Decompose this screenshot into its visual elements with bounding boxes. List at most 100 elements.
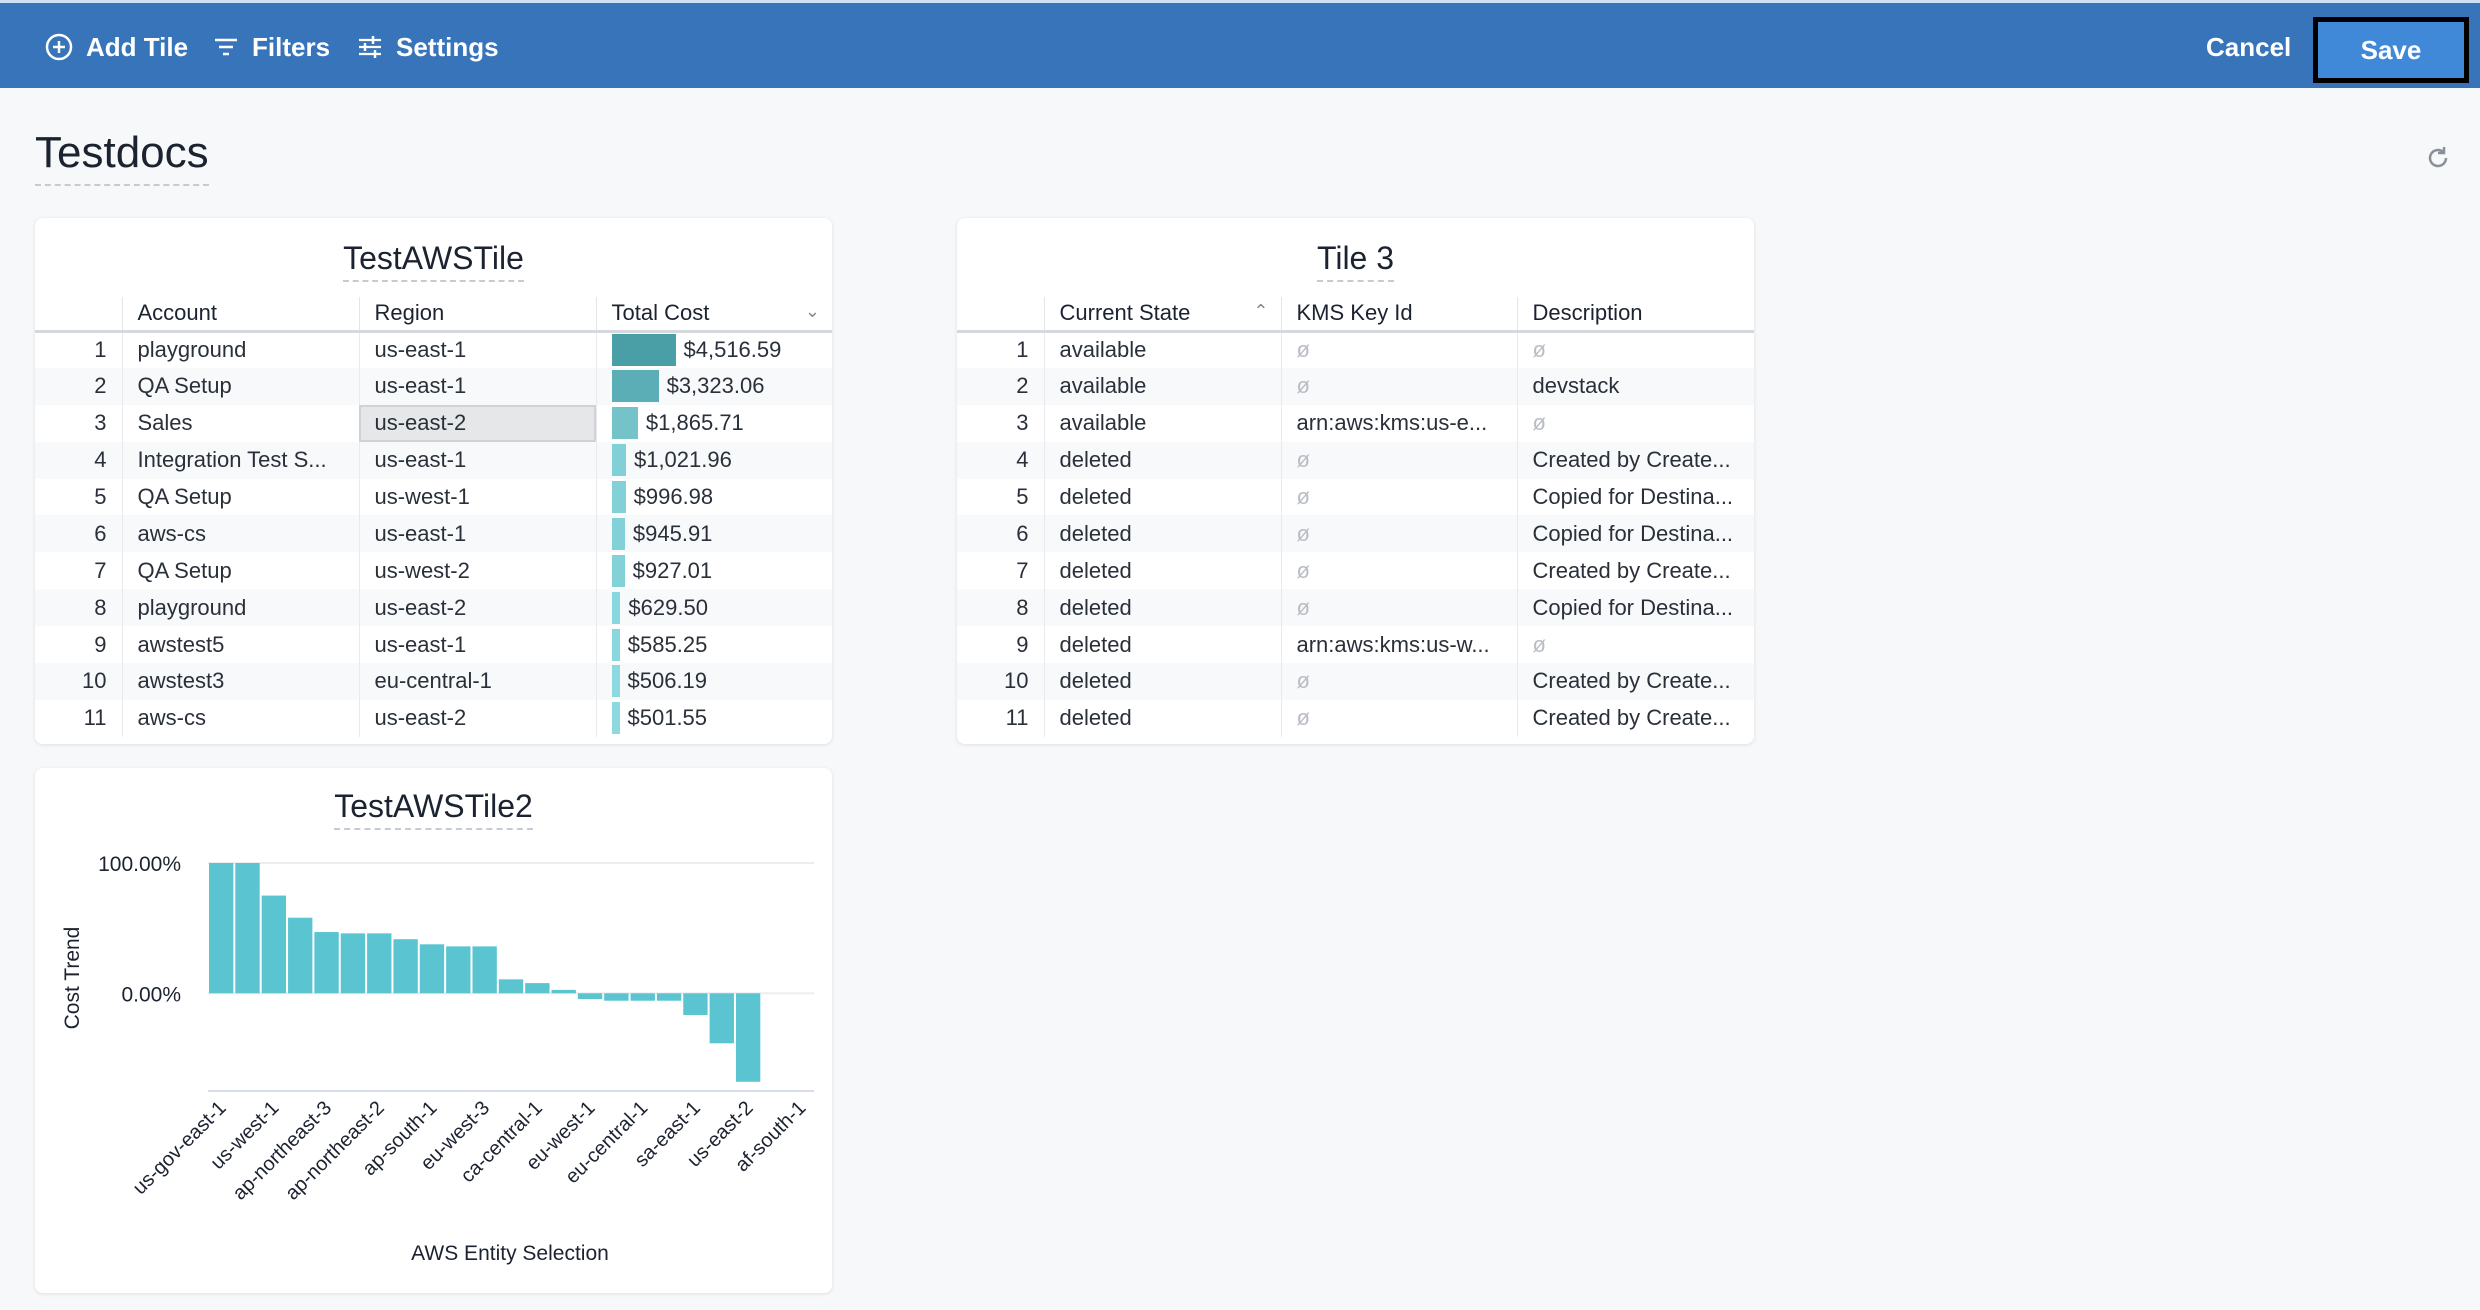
total-cost-cell[interactable]: $1,021.96 [596,442,832,479]
table-row[interactable]: 11 aws-cs us-east-2 $501.55 [35,700,832,737]
table-row[interactable]: 6 aws-cs us-east-1 $945.91 [35,515,832,552]
column-header-kms-key-id[interactable]: KMS Key Id [1281,297,1517,331]
filters-button[interactable]: Filters [212,3,330,91]
add-tile-button[interactable]: Add Tile [44,3,188,91]
total-cost-cell[interactable]: $501.55 [596,700,832,737]
tile-title[interactable]: TestAWSTile [343,240,524,282]
column-header-description[interactable]: Description [1517,297,1754,331]
current-state-cell[interactable]: deleted [1044,589,1281,626]
table-row[interactable]: 1 playground us-east-1 $4,516.59 [35,331,832,368]
kms-key-id-cell[interactable]: arn:aws:kms:us-w... [1281,626,1517,663]
kms-key-id-cell[interactable]: ø [1281,442,1517,479]
region-cell[interactable]: us-east-1 [359,442,596,479]
table-row[interactable]: 4 deletedøCreated by Create... [957,442,1754,479]
kms-key-id-cell[interactable]: ø [1281,479,1517,516]
description-cell[interactable]: ø [1517,626,1754,663]
region-cell[interactable]: us-west-1 [359,479,596,516]
description-cell[interactable]: Copied for Destina... [1517,479,1754,516]
account-cell[interactable]: QA Setup [122,368,359,405]
description-cell[interactable]: devstack [1517,368,1754,405]
description-cell[interactable]: ø [1517,405,1754,442]
account-cell[interactable]: awstest5 [122,626,359,663]
table-row[interactable]: 8 deletedøCopied for Destina... [957,589,1754,626]
table-row[interactable]: 3 availablearn:aws:kms:us-e...ø [957,405,1754,442]
tile-title[interactable]: Tile 3 [1317,240,1394,282]
region-cell[interactable]: eu-central-1 [359,663,596,700]
description-cell[interactable]: Created by Create... [1517,442,1754,479]
region-cell[interactable]: us-east-1 [359,368,596,405]
region-cell[interactable]: us-east-2 [359,700,596,737]
region-cell[interactable]: us-west-2 [359,552,596,589]
account-cell[interactable]: aws-cs [122,515,359,552]
refresh-icon[interactable] [2424,144,2452,172]
table-row[interactable]: 9 awstest5 us-east-1 $585.25 [35,626,832,663]
table-row[interactable]: 10 awstest3 eu-central-1 $506.19 [35,663,832,700]
description-cell[interactable]: Created by Create... [1517,700,1754,737]
account-cell[interactable]: Integration Test S... [122,442,359,479]
region-cell[interactable]: us-east-2 [359,589,596,626]
current-state-cell[interactable]: deleted [1044,479,1281,516]
description-cell[interactable]: Created by Create... [1517,552,1754,589]
table-row[interactable]: 5 QA Setup us-west-1 $996.98 [35,479,832,516]
kms-key-id-cell[interactable]: ø [1281,515,1517,552]
page-title[interactable]: Testdocs [35,128,209,186]
table-row[interactable]: 7 QA Setup us-west-2 $927.01 [35,552,832,589]
total-cost-cell[interactable]: $629.50 [596,589,832,626]
total-cost-cell[interactable]: $585.25 [596,626,832,663]
region-cell[interactable]: us-east-2 [359,405,596,442]
account-cell[interactable]: playground [122,589,359,626]
kms-key-id-cell[interactable]: ø [1281,700,1517,737]
column-header-current-state[interactable]: Current State⌃ [1044,297,1281,331]
table-row[interactable]: 3 Sales us-east-2 $1,865.71 [35,405,832,442]
total-cost-cell[interactable]: $506.19 [596,663,832,700]
region-cell[interactable]: us-east-1 [359,515,596,552]
table-row[interactable]: 7 deletedøCreated by Create... [957,552,1754,589]
region-cell[interactable]: us-east-1 [359,331,596,368]
kms-key-id-cell[interactable]: arn:aws:kms:us-e... [1281,405,1517,442]
total-cost-cell[interactable]: $996.98 [596,479,832,516]
total-cost-cell[interactable]: $1,865.71 [596,405,832,442]
current-state-cell[interactable]: deleted [1044,552,1281,589]
total-cost-cell[interactable]: $927.01 [596,552,832,589]
table-row[interactable]: 11 deletedøCreated by Create... [957,700,1754,737]
table-row[interactable]: 2 QA Setup us-east-1 $3,323.06 [35,368,832,405]
current-state-cell[interactable]: available [1044,331,1281,368]
kms-key-id-cell[interactable]: ø [1281,331,1517,368]
current-state-cell[interactable]: deleted [1044,700,1281,737]
kms-key-id-cell[interactable]: ø [1281,368,1517,405]
total-cost-cell[interactable]: $945.91 [596,515,832,552]
account-cell[interactable]: awstest3 [122,663,359,700]
current-state-cell[interactable]: deleted [1044,663,1281,700]
description-cell[interactable]: Created by Create... [1517,663,1754,700]
region-cell[interactable]: us-east-1 [359,626,596,663]
table-row[interactable]: 2 availableødevstack [957,368,1754,405]
settings-button[interactable]: Settings [356,3,499,91]
table-row[interactable]: 10 deletedøCreated by Create... [957,663,1754,700]
account-cell[interactable]: QA Setup [122,479,359,516]
chevron-up-icon[interactable]: ⌃ [1253,301,1268,322]
kms-key-id-cell[interactable]: ø [1281,663,1517,700]
description-cell[interactable]: Copied for Destina... [1517,515,1754,552]
description-cell[interactable]: Copied for Destina... [1517,589,1754,626]
table-row[interactable]: 1 availableøø [957,331,1754,368]
current-state-cell[interactable]: available [1044,368,1281,405]
cancel-button[interactable]: Cancel [2206,3,2291,91]
total-cost-cell[interactable]: $4,516.59 [596,331,832,368]
account-cell[interactable]: aws-cs [122,700,359,737]
current-state-cell[interactable]: available [1044,405,1281,442]
table-row[interactable]: 6 deletedøCopied for Destina... [957,515,1754,552]
table-row[interactable]: 8 playground us-east-2 $629.50 [35,589,832,626]
total-cost-cell[interactable]: $3,323.06 [596,368,832,405]
account-cell[interactable]: playground [122,331,359,368]
column-header-account[interactable]: Account [122,297,359,331]
current-state-cell[interactable]: deleted [1044,442,1281,479]
table-row[interactable]: 4 Integration Test S... us-east-1 $1,021… [35,442,832,479]
column-header-region[interactable]: Region [359,297,596,331]
current-state-cell[interactable]: deleted [1044,515,1281,552]
chevron-down-icon[interactable]: ⌄ [805,301,820,322]
account-cell[interactable]: QA Setup [122,552,359,589]
table-row[interactable]: 5 deletedøCopied for Destina... [957,479,1754,516]
save-button[interactable]: Save [2313,17,2469,83]
kms-key-id-cell[interactable]: ø [1281,589,1517,626]
table-row[interactable]: 9 deletedarn:aws:kms:us-w...ø [957,626,1754,663]
